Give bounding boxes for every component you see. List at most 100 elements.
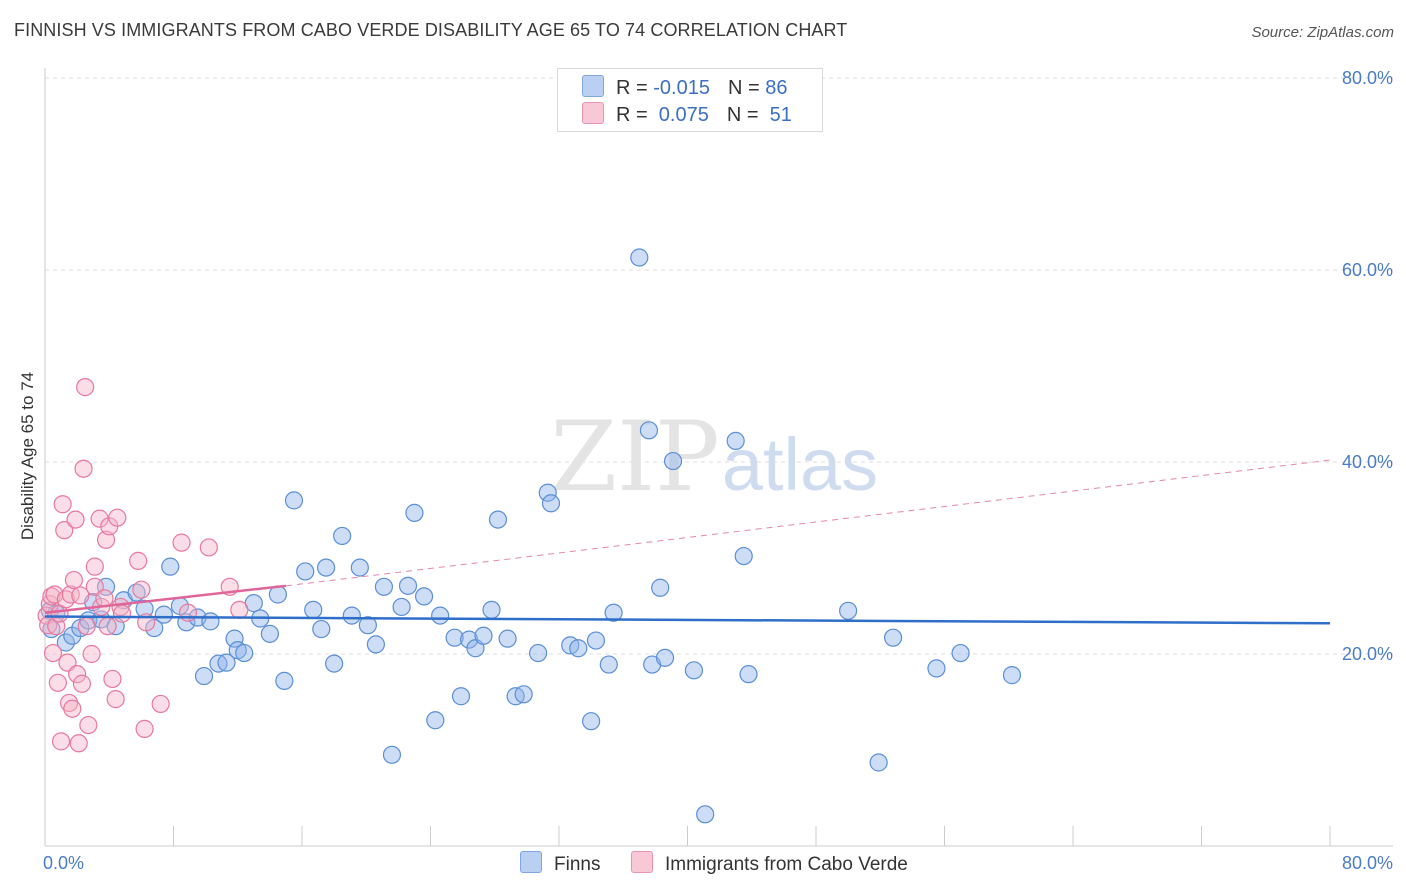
data-point (129, 551, 148, 570)
data-point (201, 612, 220, 631)
data-point (106, 690, 125, 709)
finns-r-label: R = (616, 77, 654, 99)
data-point (225, 629, 244, 648)
data-point (599, 655, 618, 674)
data-point (414, 587, 434, 606)
data-point (358, 616, 377, 635)
data-point (178, 603, 198, 622)
data-point (112, 604, 132, 623)
data-point (96, 530, 116, 549)
data-point (342, 606, 361, 625)
data-point (98, 617, 117, 636)
data-point (66, 510, 85, 529)
data-point (82, 644, 101, 664)
stats-legend: R = -0.015 N = 86 R = 0.075 N = 51 (557, 68, 823, 132)
data-point (63, 699, 82, 718)
data-point (392, 597, 411, 617)
data-point (85, 557, 104, 576)
y-tick-label: 80.0% (1342, 68, 1393, 88)
data-point (726, 431, 745, 450)
data-point (366, 635, 385, 654)
data-point (74, 459, 93, 478)
data-point (651, 578, 670, 597)
data-point (235, 643, 254, 663)
data-point (474, 626, 493, 645)
data-point (79, 715, 98, 735)
data-point (127, 583, 146, 602)
data-point (132, 580, 151, 599)
axes (44, 68, 1393, 847)
data-point (172, 533, 191, 552)
data-point (382, 745, 402, 764)
data-point (630, 248, 649, 267)
finns-legend-swatch (520, 851, 542, 873)
data-point (304, 600, 323, 619)
x-tick-label-min: 0.0% (43, 853, 84, 873)
trend-lines (44, 459, 1331, 625)
source-label: Source: ZipAtlas.com (1251, 24, 1394, 41)
cabo-r-label: R = (616, 104, 654, 126)
cabo-legend-swatch (631, 851, 653, 873)
watermark-atlas: atlas (722, 423, 878, 506)
data-point (53, 495, 72, 514)
data-point (684, 661, 704, 680)
data-point (696, 805, 715, 824)
data-point (350, 558, 369, 577)
finns-n-label: N = (727, 77, 766, 99)
data-point (48, 673, 67, 692)
data-point (325, 654, 344, 673)
data-point (951, 643, 970, 663)
data-point (51, 732, 71, 751)
data-point (604, 603, 623, 622)
trend-line-cabo-verde (44, 584, 287, 614)
data-point (77, 617, 96, 636)
data-point (541, 494, 561, 513)
series-cabo-verde (37, 378, 249, 753)
data-point (108, 508, 127, 527)
legend-row-cabo: R = 0.075 N = 51 (582, 102, 792, 128)
data-point (451, 687, 471, 706)
data-point (55, 521, 74, 540)
data-point (312, 619, 331, 639)
data-point (284, 491, 304, 510)
finns-legend-label: Finns (554, 854, 601, 875)
data-point (639, 421, 659, 440)
data-point (498, 629, 517, 648)
cabo-r-value: 0.075 (653, 104, 709, 126)
data-point (655, 648, 675, 667)
series-legend: Finns Immigrants from Cabo Verde (0, 851, 1406, 879)
data-point (839, 601, 858, 620)
data-point (398, 576, 418, 595)
data-point (103, 669, 122, 689)
data-point (59, 693, 79, 713)
data-point (514, 685, 533, 704)
y-tick-label: 40.0% (1342, 452, 1393, 472)
data-point (1002, 666, 1022, 685)
data-point (296, 562, 315, 581)
data-point (488, 510, 508, 529)
x-tick-label-max: 80.0% (1342, 853, 1393, 873)
cabo-swatch (582, 102, 604, 124)
cabo-n-label: N = (726, 104, 765, 126)
data-point (42, 587, 61, 606)
data-point (538, 483, 557, 502)
data-point (482, 600, 501, 619)
y-tick-label: 20.0% (1342, 644, 1393, 664)
data-point (333, 526, 352, 546)
data-point (316, 558, 336, 577)
y-tick-labels: 20.0% 40.0% 60.0% 80.0% (1342, 68, 1393, 664)
legend-item-cabo[interactable]: Immigrants from Cabo Verde (631, 851, 908, 876)
data-point (883, 628, 903, 647)
data-point (154, 605, 173, 624)
data-point (927, 659, 946, 678)
data-point (739, 665, 758, 684)
data-point (405, 503, 424, 522)
chart-title: FINNISH VS IMMIGRANTS FROM CABO VERDE DI… (14, 20, 848, 40)
data-point (76, 378, 95, 397)
series-finns (40, 248, 1022, 824)
data-point (161, 557, 180, 576)
data-point (582, 712, 601, 731)
legend-item-finns[interactable]: Finns (520, 851, 600, 876)
data-point (43, 643, 63, 663)
